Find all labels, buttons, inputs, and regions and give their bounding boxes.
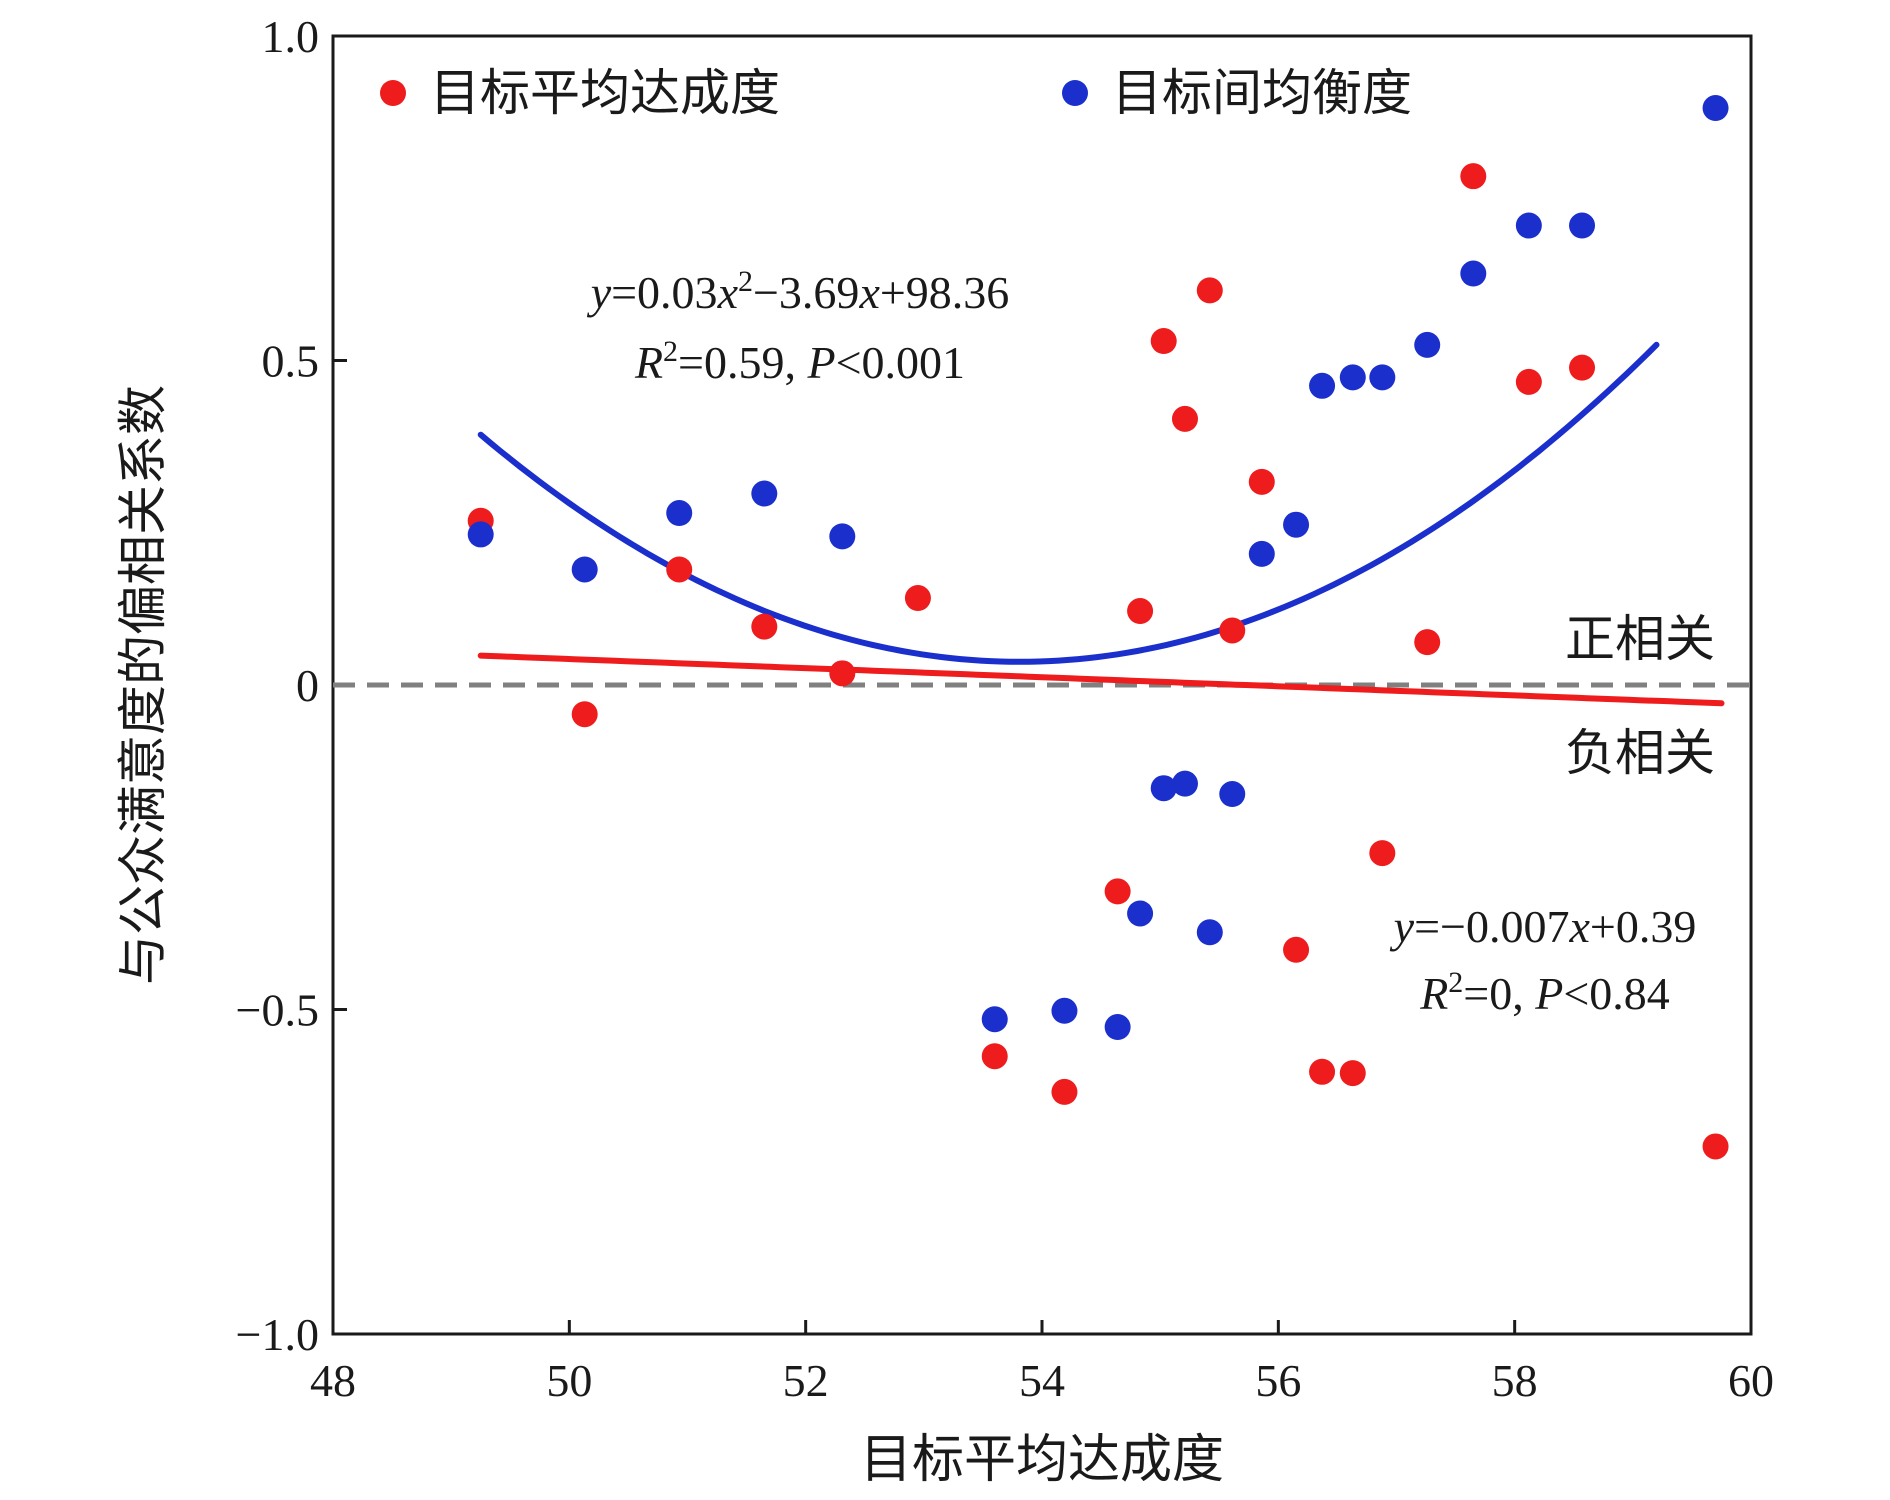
red-data-point bbox=[1569, 354, 1596, 381]
stats-r-value: =0.59, bbox=[678, 337, 807, 388]
y-tick-label: −1.0 bbox=[236, 1309, 319, 1360]
blue-data-point bbox=[467, 521, 494, 548]
red-data-point bbox=[666, 556, 693, 583]
blue-data-point bbox=[829, 523, 856, 550]
blue-data-point bbox=[981, 1006, 1008, 1033]
red-data-point bbox=[1414, 629, 1441, 656]
red-data-point bbox=[1196, 277, 1223, 304]
lin-eq-intercept: +0.39 bbox=[1590, 901, 1696, 952]
red-data-point bbox=[571, 701, 598, 728]
lin-stats-p-value: <0.84 bbox=[1563, 968, 1669, 1019]
x-tick-label: 54 bbox=[1019, 1355, 1065, 1406]
stats-r-superscript: 2 bbox=[663, 335, 678, 368]
red-data-point bbox=[1248, 468, 1275, 495]
blue-data-point bbox=[1127, 900, 1154, 927]
positive-region-label: 正相关 bbox=[1565, 610, 1715, 668]
eq-superscript: 2 bbox=[738, 265, 753, 298]
red-data-point bbox=[829, 660, 856, 687]
y-tick-label: 0.5 bbox=[262, 336, 320, 387]
blue-data-point bbox=[751, 480, 778, 507]
red-data-point bbox=[1369, 840, 1396, 867]
red-data-point bbox=[1051, 1078, 1078, 1105]
x-tick-label: 50 bbox=[546, 1355, 592, 1406]
eq-intercept: +98.36 bbox=[880, 267, 1009, 318]
y-axis-title: 与公众满意度的偏相关系数 bbox=[114, 385, 172, 985]
blue-data-point bbox=[1104, 1014, 1131, 1041]
blue-data-point bbox=[571, 556, 598, 583]
legend-label-blue: 目标间均衡度 bbox=[1112, 64, 1412, 122]
lin-stats-r-value: =0, bbox=[1463, 968, 1535, 1019]
blue-data-point bbox=[1369, 364, 1396, 391]
blue-data-point bbox=[1196, 919, 1223, 946]
red-data-point bbox=[904, 585, 931, 612]
linear-stats: R2=0, P<0.84 bbox=[1419, 966, 1670, 1019]
blue-data-point bbox=[1219, 781, 1246, 808]
axis-tick-labels: 48 50 52 54 56 58 60 −1.0 −0.5 0 0.5 1.0 bbox=[236, 11, 1774, 1406]
stats-r: R bbox=[634, 337, 663, 388]
red-data-point bbox=[1515, 368, 1542, 395]
y-tick-label: −0.5 bbox=[236, 985, 319, 1036]
data-points bbox=[467, 95, 1729, 1160]
red-data-point bbox=[1104, 878, 1131, 905]
blue-data-point bbox=[1515, 212, 1542, 239]
blue-data-point bbox=[1702, 95, 1729, 122]
eq-coef-a: =0.03 bbox=[611, 267, 717, 318]
eq-var-2: x bbox=[858, 267, 880, 318]
blue-data-point bbox=[1569, 212, 1596, 239]
red-data-point bbox=[1283, 936, 1310, 963]
red-data-point bbox=[981, 1043, 1008, 1070]
y-tick-label: 0 bbox=[296, 660, 319, 711]
x-tick-label: 56 bbox=[1255, 1355, 1301, 1406]
blue-data-point bbox=[666, 500, 693, 527]
linear-fit-line bbox=[477, 652, 1725, 707]
red-data-point bbox=[1171, 405, 1198, 432]
lin-stats-r: R bbox=[1419, 968, 1448, 1019]
blue-data-point bbox=[1171, 770, 1198, 797]
blue-data-point bbox=[1248, 540, 1275, 567]
blue-data-point bbox=[1460, 260, 1487, 287]
x-tick-label: 52 bbox=[783, 1355, 829, 1406]
plot-area bbox=[331, 34, 1753, 1336]
y-tick-label: 1.0 bbox=[262, 11, 320, 62]
stats-p: P bbox=[807, 337, 836, 388]
red-data-point bbox=[751, 613, 778, 640]
lin-eq-lhs: y bbox=[1390, 901, 1415, 952]
red-data-point bbox=[1339, 1060, 1366, 1087]
legend-marker-blue bbox=[1062, 80, 1088, 106]
legend: 目标平均达成度 目标间均衡度 bbox=[380, 64, 1412, 122]
linear-equation: y=−0.007x+0.39 bbox=[1390, 901, 1697, 952]
eq-lhs: y bbox=[587, 267, 612, 318]
red-data-point bbox=[1309, 1058, 1336, 1085]
stats-p-value: <0.001 bbox=[836, 337, 965, 388]
eq-var: x bbox=[717, 267, 739, 318]
legend-marker-red bbox=[380, 80, 406, 106]
lin-stats-p: P bbox=[1534, 968, 1563, 1019]
x-axis-title: 目标平均达成度 bbox=[860, 1430, 1224, 1490]
red-data-point bbox=[1460, 163, 1487, 190]
eq-coef-b: −3.69 bbox=[753, 267, 859, 318]
blue-data-point bbox=[1051, 997, 1078, 1024]
quadratic-equation: y=0.03x2−3.69x+98.36 bbox=[587, 265, 1010, 318]
lin-eq-var: x bbox=[1568, 901, 1590, 952]
blue-data-point bbox=[1283, 511, 1310, 538]
x-tick-label: 60 bbox=[1728, 1355, 1774, 1406]
negative-region-label: 负相关 bbox=[1565, 724, 1715, 782]
blue-data-point bbox=[1339, 364, 1366, 391]
blue-data-point bbox=[1150, 775, 1177, 802]
legend-label-red: 目标平均达成度 bbox=[430, 64, 780, 122]
lin-stats-r-superscript: 2 bbox=[1448, 966, 1463, 999]
red-data-point bbox=[1702, 1133, 1729, 1160]
red-data-point bbox=[1127, 598, 1154, 625]
quadratic-stats: R2=0.59, P<0.001 bbox=[634, 335, 965, 388]
x-tick-label: 58 bbox=[1492, 1355, 1538, 1406]
blue-data-point bbox=[1414, 331, 1441, 358]
x-tick-label: 48 bbox=[310, 1355, 356, 1406]
blue-data-point bbox=[1309, 372, 1336, 399]
red-data-point bbox=[1150, 328, 1177, 355]
lin-eq-slope: =−0.007 bbox=[1414, 901, 1569, 952]
red-data-point bbox=[1219, 617, 1246, 644]
